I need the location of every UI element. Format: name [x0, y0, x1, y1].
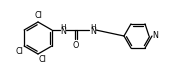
Text: Cl: Cl — [34, 12, 42, 21]
Text: Cl: Cl — [16, 47, 24, 55]
Text: N: N — [90, 26, 96, 35]
Text: O: O — [73, 41, 79, 49]
Text: N: N — [60, 26, 66, 35]
Text: N: N — [153, 32, 158, 41]
Text: Cl: Cl — [38, 55, 46, 64]
Text: H: H — [90, 24, 96, 30]
Text: H: H — [60, 24, 66, 30]
